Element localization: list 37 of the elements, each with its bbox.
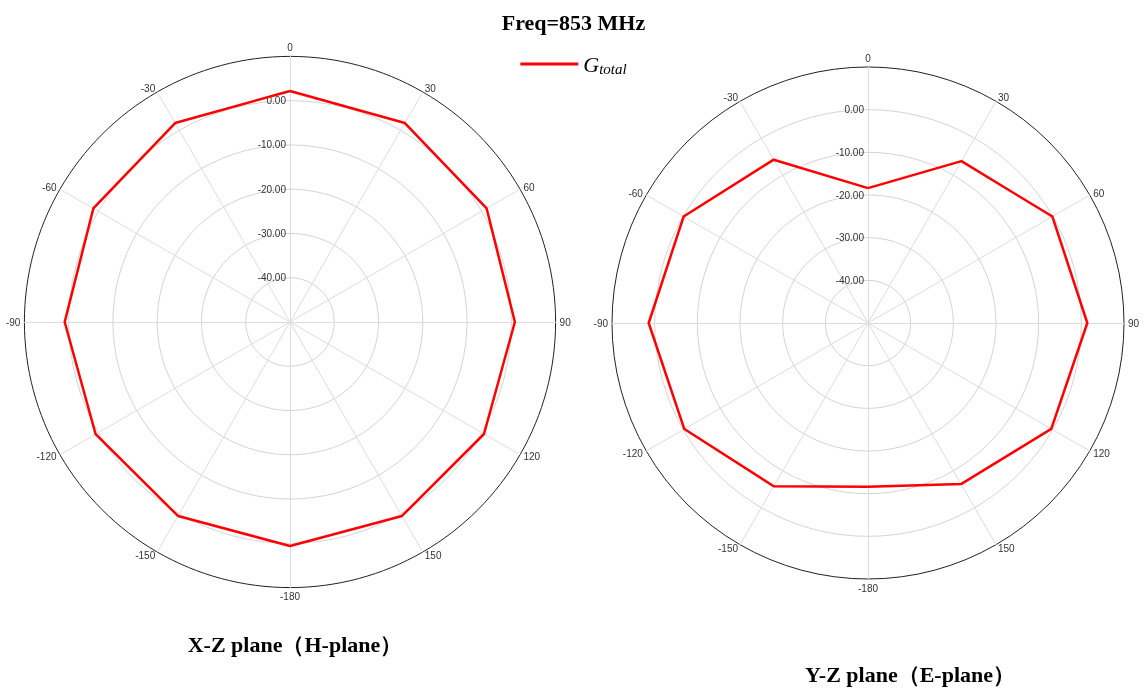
chart-title: Freq=853 MHz	[501, 9, 646, 35]
spoke-label: 90	[559, 316, 572, 328]
y-tick-label: -10.00	[835, 146, 865, 158]
spoke-label: 30	[998, 92, 1010, 104]
spoke-label: 0	[865, 52, 872, 64]
spoke-label: -30	[723, 92, 739, 104]
spoke-label: 90	[1128, 317, 1140, 329]
text: X-Z plane（H-plane）	[187, 631, 403, 657]
spoke-label: -90	[5, 316, 21, 328]
spoke-label: 30	[424, 83, 437, 95]
spoke-label: 60	[1093, 187, 1105, 199]
spoke-label: 150	[424, 549, 442, 561]
spoke-label: 0	[287, 41, 294, 53]
spoke-label: -150	[135, 549, 156, 561]
spoke-label: -60	[42, 181, 57, 193]
spoke-label: 120	[1093, 447, 1111, 459]
y-tick-label: -20.00	[835, 189, 865, 201]
y-tick-label: -30.00	[835, 232, 865, 244]
spoke-label: -150	[717, 542, 739, 554]
spoke-label: 150	[998, 542, 1016, 554]
spoke-label: -180	[279, 591, 301, 603]
y-tick-label: -20.00	[257, 183, 287, 195]
spoke-label: -30	[140, 83, 156, 95]
spoke-label: 60	[523, 181, 536, 193]
y-tick-label: -10.00	[257, 139, 287, 151]
spoke-label: 120	[523, 451, 541, 463]
text: Y-Z plane（E-plane）	[804, 661, 1016, 687]
spoke-label: -120	[622, 447, 644, 459]
y-tick-label: -40.00	[835, 274, 865, 286]
spoke-label: -90	[593, 317, 609, 329]
spoke-label: -60	[628, 187, 644, 199]
y-tick-label: -40.00	[257, 272, 287, 284]
legend-label: Gtotal	[583, 51, 627, 77]
spoke-label: -120	[36, 451, 57, 463]
y-tick-label: 0.00	[844, 104, 865, 116]
y-tick-label: -30.00	[257, 227, 287, 239]
spoke-label: -180	[857, 582, 879, 594]
